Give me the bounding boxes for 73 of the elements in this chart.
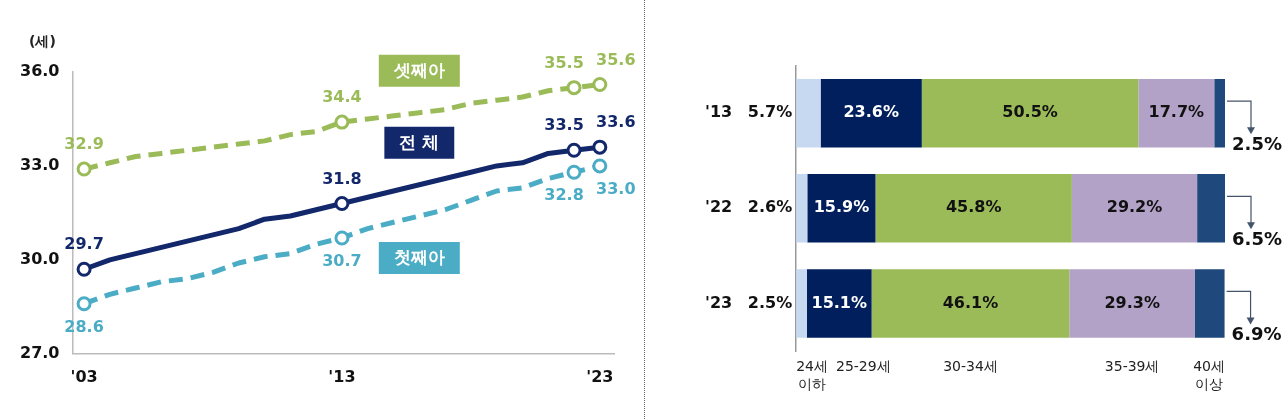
bar — [1194, 269, 1225, 338]
bar — [875, 174, 1072, 243]
series-label: 25-29세 — [835, 357, 891, 374]
bar — [1071, 174, 1198, 243]
data-label: 32.9 — [64, 134, 104, 154]
data-label: 29.3% — [1104, 292, 1160, 312]
point — [334, 114, 350, 130]
data-label: 6.9% — [1231, 323, 1282, 345]
bar — [806, 269, 872, 338]
series-label: 첫째아 — [393, 247, 445, 268]
data-label: 15.1% — [811, 292, 868, 312]
data-label: 31.8 — [322, 168, 362, 188]
bar — [1069, 269, 1195, 338]
data-label: 2.5% — [1232, 133, 1282, 155]
data-label: 33.5 — [544, 115, 584, 135]
bar — [820, 78, 922, 148]
data-label: 29.7 — [64, 234, 104, 254]
bar — [1138, 78, 1215, 148]
x-tick-label: '03 — [70, 366, 98, 386]
series-label: 35-39세 — [1104, 357, 1160, 374]
data-label: 2.5% — [747, 292, 793, 312]
bar — [796, 174, 808, 243]
y-tick-label: 30.0 — [19, 249, 60, 269]
y-axis-title: (세) — [29, 32, 56, 49]
series-label: 전 체 — [399, 132, 440, 153]
point — [334, 196, 350, 212]
y-tick-label: '22 — [704, 197, 733, 217]
data-label: 30.7 — [322, 251, 362, 271]
bar — [796, 269, 807, 338]
data-label: 6.5% — [1232, 228, 1282, 250]
point — [76, 296, 92, 312]
bar — [796, 78, 821, 148]
data-label: 33.0 — [596, 179, 636, 199]
data-label: 34.4 — [322, 87, 362, 107]
point — [76, 161, 92, 177]
data-label: 35.6 — [596, 49, 636, 69]
bar — [1214, 78, 1225, 148]
point — [566, 164, 582, 180]
y-tick-label: '23 — [704, 292, 733, 312]
point — [566, 142, 582, 158]
y-tick-label: '13 — [704, 102, 733, 122]
bar — [1197, 174, 1225, 243]
data-label: 50.5% — [1002, 102, 1058, 122]
series-label: 30-34세 — [943, 357, 998, 374]
data-label: 29.2% — [1106, 197, 1163, 217]
bar — [921, 78, 1139, 148]
data-label: 33.6 — [596, 112, 636, 132]
x-tick-label: '23 — [586, 366, 614, 386]
data-label: 5.7% — [747, 102, 793, 122]
data-label: 23.6% — [843, 102, 899, 122]
data-label: 2.6% — [747, 197, 793, 217]
point — [76, 261, 92, 277]
data-label: 32.8 — [544, 185, 584, 205]
x-tick-label: '13 — [328, 366, 356, 386]
point — [592, 77, 608, 93]
point — [566, 80, 582, 96]
bar — [871, 269, 1070, 338]
data-label: 15.9% — [813, 197, 870, 217]
point — [592, 158, 608, 174]
point — [592, 139, 608, 155]
point — [334, 230, 350, 246]
data-label: 46.1% — [942, 292, 999, 312]
series-label: 24세 이하 — [796, 357, 828, 392]
data-label: 17.7% — [1148, 102, 1205, 122]
bar — [807, 174, 876, 243]
y-tick-label: 33.0 — [19, 155, 60, 175]
data-label: 45.8% — [945, 197, 1002, 217]
series-label: 40세 이상 — [1193, 357, 1226, 392]
data-label: 35.5 — [544, 52, 584, 72]
data-label: 28.6 — [64, 316, 104, 336]
y-tick-label: 27.0 — [19, 342, 60, 362]
y-tick-label: 36.0 — [19, 61, 60, 81]
series-label: 셋째아 — [392, 60, 445, 81]
